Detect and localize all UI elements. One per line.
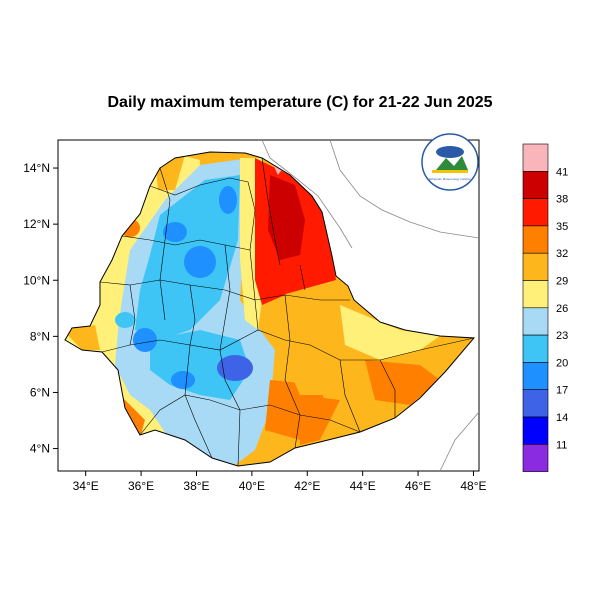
- colorbar-label: 23: [556, 330, 568, 342]
- colorbar-swatch: [522, 143, 549, 172]
- y-tick-label: 4°N: [30, 442, 50, 456]
- logo-text: Ethiopian Meteorology Institute: [429, 177, 471, 181]
- y-tick-label: 12°N: [23, 217, 50, 231]
- colorbar-label: 38: [556, 194, 568, 206]
- colorbar-swatch: [522, 280, 549, 309]
- colorbar-label: 35: [556, 221, 568, 233]
- colorbar-swatch: [522, 362, 549, 390]
- colorbar-swatch: [522, 443, 549, 472]
- colorbar-swatch: [522, 198, 549, 227]
- x-tick-label: 42°E: [294, 479, 320, 493]
- country-outline: [64, 151, 476, 467]
- x-tick-label: 36°E: [128, 479, 154, 493]
- x-tick-label: 40°E: [239, 479, 265, 493]
- colorbar-swatch: [522, 225, 549, 254]
- y-tick-label: 8°N: [30, 329, 50, 343]
- colorbar-label: 26: [556, 303, 568, 315]
- colorbar-label: 14: [556, 412, 568, 424]
- colorbar: 41 38 35 32 29 26 23 20 17 14 11: [522, 143, 568, 472]
- y-tick-label: 10°N: [23, 273, 50, 287]
- x-tick-label: 44°E: [350, 479, 376, 493]
- colorbar-label: 32: [556, 248, 568, 260]
- map-title: Daily maximum temperature (C) for 21-22 …: [107, 94, 493, 111]
- colorbar-swatch: [522, 389, 549, 418]
- meteorology-agency-logo: Ethiopian Meteorology Institute: [421, 133, 479, 191]
- x-tick-label: 34°E: [73, 479, 99, 493]
- colorbar-swatch: [522, 416, 549, 445]
- colorbar-label: 11: [556, 439, 567, 451]
- colorbar-label: 29: [556, 276, 568, 288]
- admin-boundaries: [99, 157, 474, 466]
- colorbar-label: 20: [556, 357, 568, 369]
- coastline-lines: [261, 139, 480, 472]
- y-tick-label: 6°N: [30, 385, 50, 399]
- colorbar-swatch: [522, 334, 549, 363]
- colorbar-swatch: [522, 252, 549, 281]
- colorbar-swatch: [522, 307, 549, 336]
- x-tick-label: 48°E: [460, 479, 486, 493]
- colorbar-label: 17: [556, 385, 568, 397]
- colorbar-swatch: [522, 171, 549, 199]
- x-tick-label: 38°E: [183, 479, 209, 493]
- colorbar-label: 41: [556, 166, 568, 178]
- y-axis: 14°N 12°N 10°N 8°N 6°N 4°N: [23, 161, 58, 456]
- x-tick-label: 46°E: [405, 479, 431, 493]
- y-tick-label: 14°N: [23, 161, 50, 175]
- x-axis: 34°E 36°E 38°E 40°E 42°E 44°E 46°E 48°E: [73, 471, 487, 493]
